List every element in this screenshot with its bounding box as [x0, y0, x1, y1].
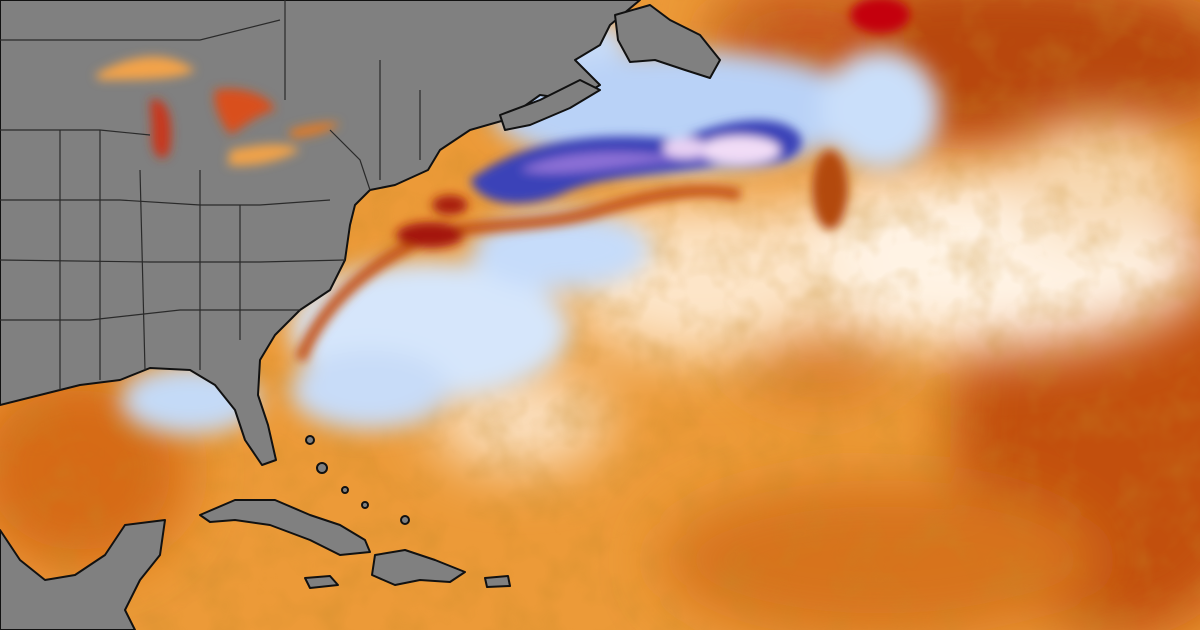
- hispaniola: [371, 549, 466, 586]
- jamaica: [304, 575, 339, 589]
- cuba: [199, 499, 371, 556]
- puerto-rico: [484, 575, 511, 588]
- great-lakes: [95, 56, 340, 166]
- nova-scotia: [499, 79, 601, 131]
- gulf-stream: [294, 150, 848, 363]
- north-hotspot: [850, 0, 910, 33]
- bahamas: [305, 435, 410, 525]
- state-borders: [0, 0, 421, 390]
- newfoundland: [614, 4, 721, 79]
- mexico: [0, 519, 166, 630]
- anomaly-cold: [470, 120, 802, 204]
